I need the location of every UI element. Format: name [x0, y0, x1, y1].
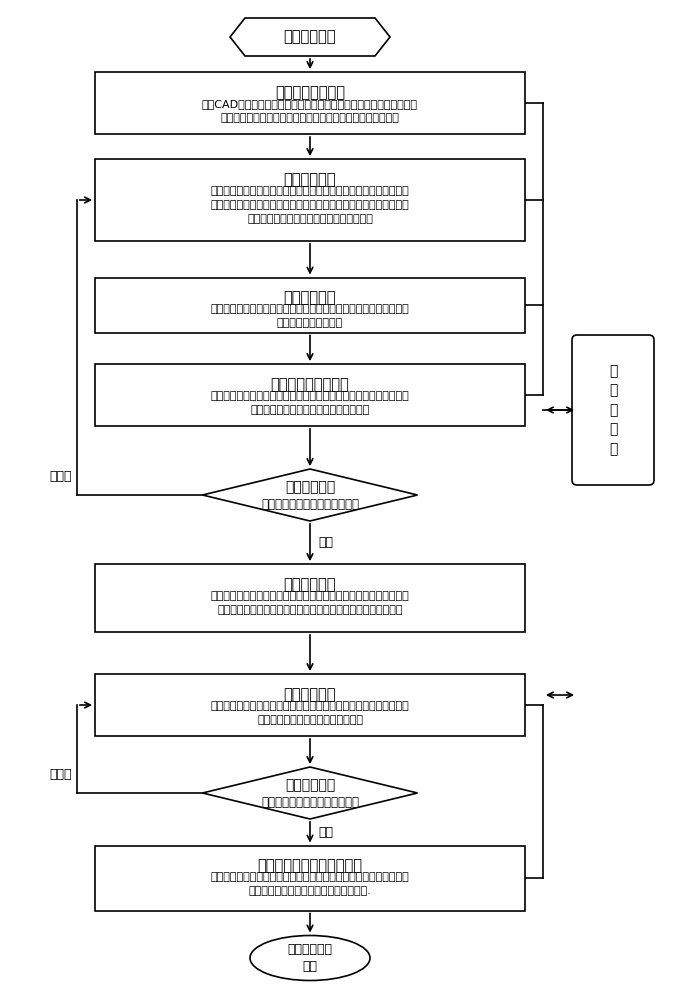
- Text: 对每个子区域轨迹进行干涉检查: 对每个子区域轨迹进行干涉检查: [261, 498, 359, 512]
- FancyBboxPatch shape: [95, 72, 525, 134]
- Text: 机器人程序生成模块加载各喷涂子区域的喷涂轨迹点序列，生成与各
喷涂子区域对应的机器人喷涂运动程序。: 机器人程序生成模块加载各喷涂子区域的喷涂轨迹点序列，生成与各 喷涂子区域对应的机…: [210, 391, 409, 415]
- Text: 坐标转换模块: 坐标转换模块: [284, 687, 336, 702]
- Text: 对每个子区域轨迹进行干涉检查: 对每个子区域轨迹进行干涉检查: [261, 796, 359, 810]
- Text: 未通过: 未通过: [49, 470, 72, 483]
- Text: 喷涂规划开始: 喷涂规划开始: [284, 29, 336, 44]
- Text: 视觉处理模块: 视觉处理模块: [284, 577, 336, 592]
- FancyBboxPatch shape: [95, 846, 525, 910]
- Text: 通过: 通过: [318, 826, 333, 839]
- Text: 轨迹规划模块: 轨迹规划模块: [284, 172, 336, 187]
- Polygon shape: [230, 18, 390, 56]
- Text: 坐标转换模块计算生成坐标变换后的各喷涂子区域对应的机器人基础
坐标系的位姿以及机器人喷涂程序。: 坐标转换模块计算生成坐标变换后的各喷涂子区域对应的机器人基础 坐标系的位姿以及机…: [210, 701, 409, 725]
- Text: 建立喷漆间的全局坐标系，启动视觉系统对工件特征线进行拍照，获
取特征线在全局坐标系下的位姿，将该位姿发送给坐标转换模块: 建立喷漆间的全局坐标系，启动视觉系统对工件特征线进行拍照，获 取特征线在全局坐标…: [210, 591, 409, 615]
- FancyBboxPatch shape: [572, 335, 654, 485]
- Polygon shape: [202, 767, 417, 819]
- Text: 借助CAD软件，建立待喷涂工件模型，并建立工件模型的工件坐标系。
根据选取的拍照特征线，记录特征线在工件坐标系下的位姿。: 借助CAD软件，建立待喷涂工件模型，并建立工件模型的工件坐标系。 根据选取的拍照…: [202, 99, 418, 123]
- Text: 运动仿真模块: 运动仿真模块: [285, 480, 335, 494]
- Text: 实际喷涂规划
结果: 实际喷涂规划 结果: [288, 943, 332, 973]
- Polygon shape: [202, 469, 417, 521]
- FancyBboxPatch shape: [95, 674, 525, 736]
- Text: 三自由度平台移动至变换后的各子区域对应坐标，调用变换后的相应
子区域的机器人喷涂程序，开始喷涂作业.: 三自由度平台移动至变换后的各子区域对应坐标，调用变换后的相应 子区域的机器人喷涂…: [210, 872, 409, 896]
- Text: 三自由度移动平台控制模块: 三自由度移动平台控制模块: [257, 858, 363, 874]
- Text: 轨迹优化模块: 轨迹优化模块: [284, 290, 336, 306]
- FancyBboxPatch shape: [95, 277, 525, 332]
- FancyBboxPatch shape: [95, 364, 525, 426]
- Text: 机器人程序生成模块: 机器人程序生成模块: [271, 377, 349, 392]
- Text: 数
据
库
系
统: 数 据 库 系 统: [609, 364, 617, 456]
- Text: 运动仿真模块: 运动仿真模块: [285, 778, 335, 792]
- FancyBboxPatch shape: [95, 564, 525, 632]
- Ellipse shape: [250, 936, 370, 980]
- FancyBboxPatch shape: [95, 159, 525, 241]
- Text: 通过: 通过: [318, 536, 333, 549]
- Text: 模型分析处理模块: 模型分析处理模块: [275, 85, 345, 100]
- Text: 将待喷涂工件模型表面划分成若干个喷涂子区域，记录每个喷涂子区
的排列顺序以及对应的机器人自身的基础坐标系在工件坐标系下的位
姿，生成各喷涂子区域的切面轮廓点序列: 将待喷涂工件模型表面划分成若干个喷涂子区域，记录每个喷涂子区 的排列顺序以及对应…: [210, 186, 409, 224]
- Text: 轨迹优化模块加载各喷涂子区域的切面轮廓点序列，生成各喷涂子区
域的喷涂轨迹点序列。: 轨迹优化模块加载各喷涂子区域的切面轮廓点序列，生成各喷涂子区 域的喷涂轨迹点序列…: [210, 304, 409, 328]
- Text: 未通过: 未通过: [49, 768, 72, 781]
